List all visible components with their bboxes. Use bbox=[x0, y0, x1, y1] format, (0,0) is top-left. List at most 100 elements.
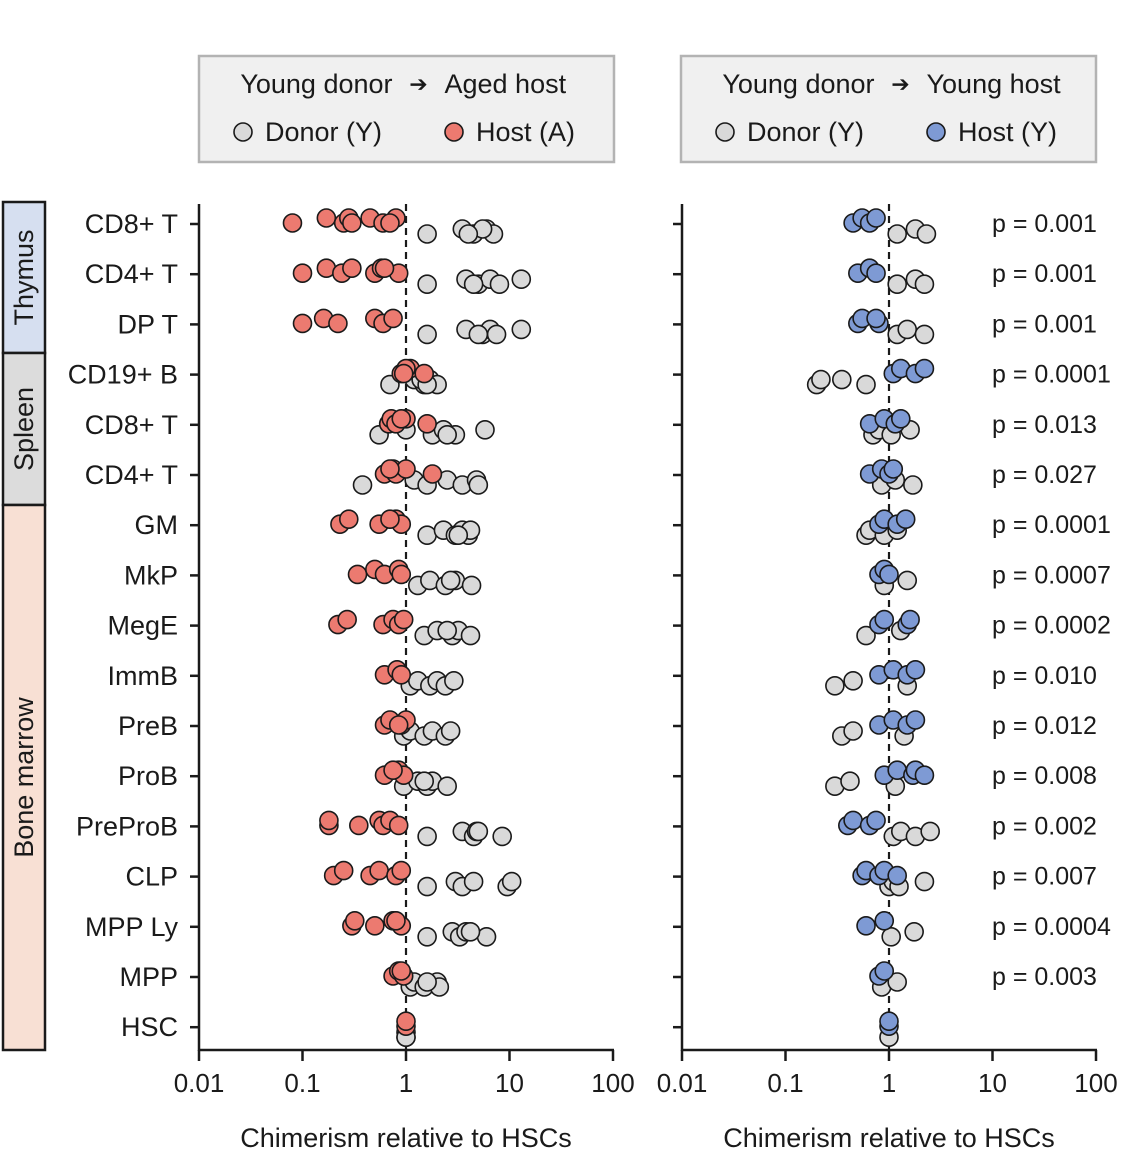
data-point bbox=[905, 659, 926, 680]
row-label: MkP bbox=[124, 560, 178, 590]
legend-1: Young donor ➔ Aged host Donor (Y) Host (A) bbox=[197, 54, 616, 164]
data-point bbox=[881, 926, 901, 947]
legend-2: Young donor ➔ Young host Donor (Y) Host (Y) bbox=[679, 54, 1098, 164]
tissue-group-thymus-label: Thymus bbox=[9, 229, 39, 325]
legend-marker bbox=[715, 122, 735, 142]
data-point bbox=[338, 509, 359, 530]
data-point bbox=[417, 926, 437, 947]
data-point bbox=[825, 675, 845, 696]
tissue-group-bone-marrow-label: Bone marrow bbox=[9, 697, 39, 858]
data-point bbox=[843, 721, 863, 741]
data-point bbox=[440, 721, 461, 741]
p-value-label: p = 0.003 bbox=[992, 963, 1097, 991]
legend-marker bbox=[233, 122, 253, 142]
row-label: PreB bbox=[118, 711, 178, 741]
data-point bbox=[417, 525, 437, 546]
data-point bbox=[904, 921, 924, 942]
data-point bbox=[344, 910, 365, 931]
data-point bbox=[832, 369, 852, 390]
series-host-a bbox=[282, 208, 443, 1036]
tissue-group-thymus-bar bbox=[1, 200, 47, 355]
x-tick-label: 0.01 bbox=[174, 1068, 225, 1098]
data-point bbox=[879, 1011, 899, 1032]
data-point bbox=[448, 525, 469, 546]
data-point bbox=[391, 408, 412, 429]
data-point bbox=[492, 826, 512, 847]
series-donor-y bbox=[352, 219, 532, 1047]
data-point bbox=[914, 324, 935, 345]
row-label: CLP bbox=[125, 862, 178, 892]
data-point bbox=[468, 324, 489, 345]
data-point bbox=[463, 871, 484, 892]
x-tick-label: 10 bbox=[495, 1068, 524, 1098]
data-point bbox=[895, 509, 916, 530]
p-value-label: p = 0.010 bbox=[992, 662, 1097, 690]
data-point bbox=[282, 213, 303, 233]
data-point bbox=[843, 810, 863, 831]
data-point bbox=[460, 625, 481, 646]
data-point bbox=[866, 208, 886, 228]
data-point bbox=[316, 208, 337, 228]
legend-title-right: Young host bbox=[927, 69, 1062, 99]
data-point bbox=[866, 308, 886, 329]
tissue-group-spleen-label: Spleen bbox=[9, 387, 39, 471]
data-point bbox=[417, 972, 437, 992]
legend-box bbox=[197, 54, 616, 164]
x-tick-label: 1 bbox=[882, 1068, 896, 1098]
legend-item-label: Host (A) bbox=[476, 117, 575, 147]
data-point bbox=[475, 419, 495, 440]
data-point bbox=[380, 459, 400, 479]
data-point bbox=[328, 313, 348, 334]
x-axis-label: Chimerism relative to HSCs bbox=[240, 1123, 572, 1153]
p-value-label: p = 0.0001 bbox=[992, 511, 1111, 539]
data-point bbox=[905, 710, 926, 730]
data-point bbox=[887, 865, 907, 886]
data-point bbox=[414, 771, 435, 792]
data-point bbox=[486, 324, 507, 345]
data-point bbox=[468, 821, 489, 842]
data-point bbox=[414, 363, 435, 384]
p-value-label: p = 0.001 bbox=[992, 210, 1097, 238]
data-point bbox=[422, 464, 443, 484]
row-label: CD19+ B bbox=[68, 360, 178, 390]
data-point bbox=[900, 609, 920, 630]
p-value-label: p = 0.0001 bbox=[992, 361, 1111, 389]
row-label: MegE bbox=[107, 611, 178, 641]
data-point bbox=[393, 363, 414, 384]
row-label: HSC bbox=[121, 1012, 178, 1042]
data-point bbox=[292, 313, 313, 334]
p-value-label: p = 0.027 bbox=[992, 461, 1097, 489]
row-labels: CD8+ T CD4+ T DP T CD19+ B CD8+ T CD4+ T GM MkP… bbox=[68, 209, 179, 1042]
p-value-label: p = 0.012 bbox=[992, 712, 1097, 740]
data-point bbox=[352, 475, 373, 495]
data-point bbox=[458, 224, 479, 244]
data-point bbox=[386, 910, 406, 931]
x-tick-label: 100 bbox=[1074, 1068, 1117, 1098]
row-label: CD4+ T bbox=[85, 460, 178, 490]
data-point bbox=[417, 876, 437, 897]
data-point bbox=[843, 670, 863, 691]
row-label: CD8+ T bbox=[85, 410, 178, 440]
data-point bbox=[489, 274, 510, 295]
row-label: PreProB bbox=[76, 811, 178, 841]
data-point bbox=[914, 358, 935, 379]
data-point bbox=[874, 961, 895, 981]
arrow-right-icon: ➔ bbox=[891, 72, 909, 97]
data-point bbox=[437, 424, 457, 445]
data-point bbox=[476, 926, 497, 947]
data-point bbox=[866, 263, 886, 284]
panel-2: 0.01 0.1 1 10 100 Chimerism relative to HSCs p… bbox=[657, 204, 1118, 1153]
data-point bbox=[391, 564, 412, 585]
data-point bbox=[347, 564, 368, 585]
data-point bbox=[463, 274, 484, 295]
data-point bbox=[811, 369, 831, 390]
data-point bbox=[380, 509, 400, 530]
p-value-label: p = 0.007 bbox=[992, 863, 1097, 891]
data-point bbox=[866, 810, 886, 831]
data-point bbox=[388, 715, 409, 735]
data-point bbox=[437, 776, 457, 797]
data-point bbox=[903, 475, 923, 495]
row-label: GM bbox=[135, 510, 179, 540]
